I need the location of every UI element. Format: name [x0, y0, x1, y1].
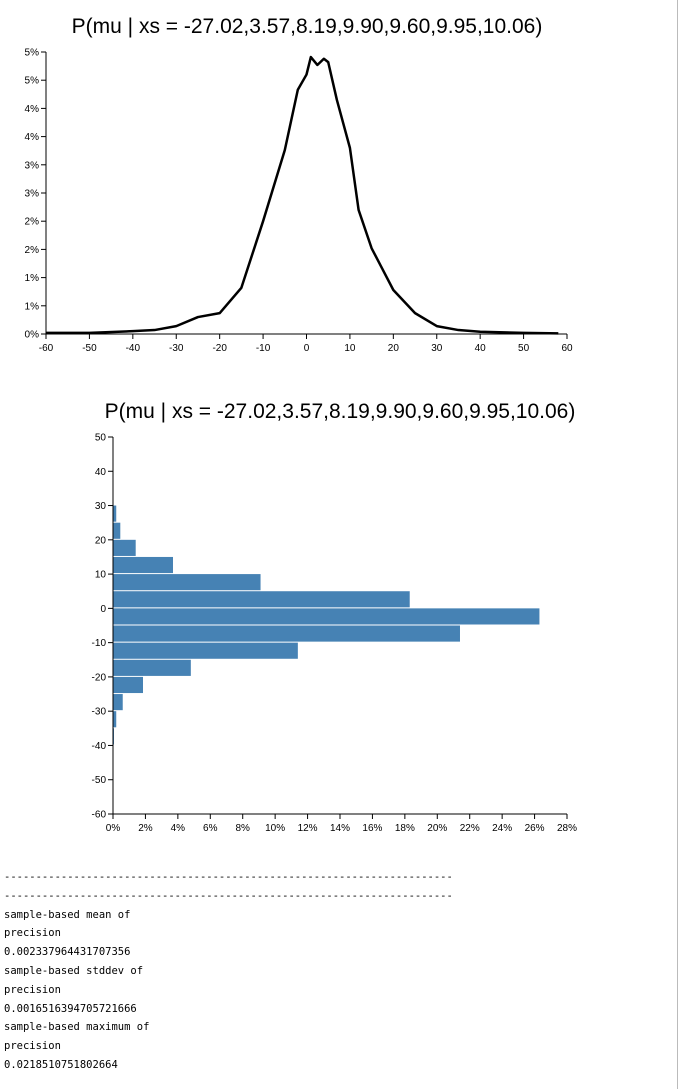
y-tick-label: 40: [95, 467, 107, 478]
output-line: precision: [4, 1040, 61, 1053]
output-line: ----------------------------------------…: [4, 889, 453, 902]
x-tick-label: -30: [169, 343, 184, 354]
output-line: 0.0218510751802664: [4, 1058, 118, 1071]
x-tick-label: 10%: [265, 823, 285, 834]
bar: [113, 625, 460, 642]
x-tick-label: 60: [561, 343, 573, 354]
y-tick-label: 0%: [25, 330, 40, 341]
output-line: precision: [4, 927, 61, 940]
x-tick-label: -50: [82, 343, 97, 354]
y-tick-label: 2%: [25, 245, 40, 256]
y-tick-label: -10: [92, 638, 107, 649]
bar: [113, 505, 117, 522]
output-line: sample-based maximum of: [4, 1021, 150, 1034]
x-tick-label: -40: [126, 343, 141, 354]
bar: [113, 522, 121, 539]
line: [46, 55, 559, 335]
y-tick-label: 3%: [25, 160, 40, 171]
x-tick-label: 26%: [525, 823, 545, 834]
output-line: sample-based stddev of: [4, 964, 144, 977]
y-tick-label: 50: [95, 433, 107, 444]
x-tick-label: 24%: [492, 823, 512, 834]
x-tick-label: 22%: [460, 823, 480, 834]
output-line: sample-based mean of: [4, 908, 131, 921]
x-tick-label: 50: [518, 343, 530, 354]
y-tick-label: 4%: [25, 104, 40, 115]
x-tick-label: 0%: [106, 823, 121, 834]
y-tick-label: -30: [92, 707, 107, 718]
x-tick-label: 6%: [203, 823, 218, 834]
bar: [113, 659, 191, 676]
bar: [113, 676, 143, 694]
y-tick-label: -50: [92, 775, 107, 786]
console-output: ----------------------------------------…: [4, 868, 453, 1075]
bar: [113, 574, 261, 591]
y-tick-label: 4%: [25, 132, 40, 143]
y-tick-label: 30: [95, 501, 107, 512]
bar: [113, 539, 136, 556]
y-tick-label: 5%: [25, 48, 40, 59]
output-line: 0.002337964431707356: [4, 946, 131, 959]
y-tick-label: -20: [92, 672, 107, 683]
bar: [113, 591, 410, 608]
x-tick-label: 18%: [395, 823, 415, 834]
bar: [113, 608, 540, 625]
y-tick-label: 3%: [25, 189, 40, 200]
x-tick-label: -20: [212, 343, 227, 354]
x-tick-label: 40: [475, 343, 487, 354]
x-tick-label: 20%: [427, 823, 447, 834]
x-tick-label: 16%: [362, 823, 382, 834]
y-tick-label: 10: [95, 570, 107, 581]
x-tick-label: 8%: [235, 823, 250, 834]
y-tick-label: 1%: [25, 301, 40, 312]
chart-title: P(mu | xs = -27.02,3.57,8.19,9.90,9.60,9…: [72, 15, 543, 38]
x-tick-label: 0: [304, 343, 310, 354]
x-tick-label: 4%: [171, 823, 186, 834]
charts: P(mu | xs = -27.02,3.57,8.19,9.90,9.60,9…: [25, 15, 578, 834]
bar: [113, 694, 123, 711]
x-tick-label: 30: [431, 343, 443, 354]
bar: [113, 556, 173, 574]
x-tick-label: 20: [388, 343, 400, 354]
y-tick-label: -60: [92, 810, 107, 821]
bar: [113, 642, 298, 659]
x-tick-label: -10: [256, 343, 271, 354]
output-line: precision: [4, 983, 61, 996]
output-line: 0.0016516394705721666: [4, 1002, 137, 1015]
y-tick-label: 2%: [25, 217, 40, 228]
x-tick-label: 28%: [557, 823, 577, 834]
y-tick-label: 20: [95, 535, 107, 546]
x-tick-label: 12%: [298, 823, 318, 834]
x-tick-label: 14%: [330, 823, 350, 834]
x-tick-label: 10: [344, 343, 356, 354]
x-tick-label: -60: [39, 343, 54, 354]
y-tick-label: 5%: [25, 76, 40, 87]
bar: [113, 711, 117, 728]
output-line: ----------------------------------------…: [4, 871, 453, 883]
chart-title: P(mu | xs = -27.02,3.57,8.19,9.90,9.60,9…: [105, 400, 576, 423]
y-tick-label: 1%: [25, 273, 40, 284]
y-tick-label: 0: [100, 604, 106, 615]
x-tick-label: 2%: [138, 823, 153, 834]
y-tick-label: -40: [92, 741, 107, 752]
